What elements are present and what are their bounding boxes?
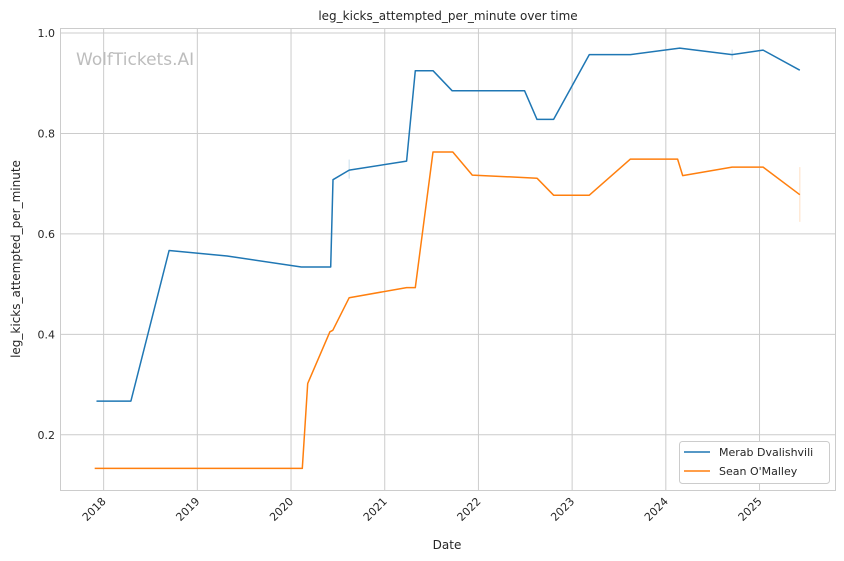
plot-frame [60,28,836,491]
tick-labels: 2018 2019 2020 2021 2022 2023 2024 2025 0.2 0.4 0.… [38,27,765,524]
x-tick-label: 2019 [173,495,202,524]
chart-title: leg_kicks_attempted_per_minute over time [318,9,577,23]
watermark: WolfTickets.AI [76,50,194,70]
x-tick-label: 2024 [642,495,671,524]
series-line-0 [96,47,801,402]
series-layer [94,47,801,470]
x-tick-label: 2020 [267,495,296,524]
y-tick-label: 0.4 [38,328,56,341]
x-axis-label: Date [433,538,462,552]
y-tick-label: 0.6 [38,228,56,241]
legend-label-sean: Sean O'Malley [719,465,798,478]
x-tick-label: 2018 [80,495,109,524]
y-tick-label: 1.0 [38,27,56,40]
x-tick-label: 2023 [548,495,577,524]
series-line-1 [94,151,801,470]
y-tick-label: 0.8 [38,127,56,140]
legend-box [679,441,830,484]
legend-label-merab: Merab Dvalishvili [719,446,813,459]
x-tick-label: 2021 [361,495,390,524]
x-tick-label: 2022 [455,495,484,524]
y-axis-label: leg_kicks_attempted_per_minute [9,160,23,358]
grid [60,28,835,490]
y-tick-label: 0.2 [38,429,56,442]
x-tick-label: 2025 [736,495,765,524]
legend: Merab Dvalishvili Sean O'Malley [679,441,830,484]
